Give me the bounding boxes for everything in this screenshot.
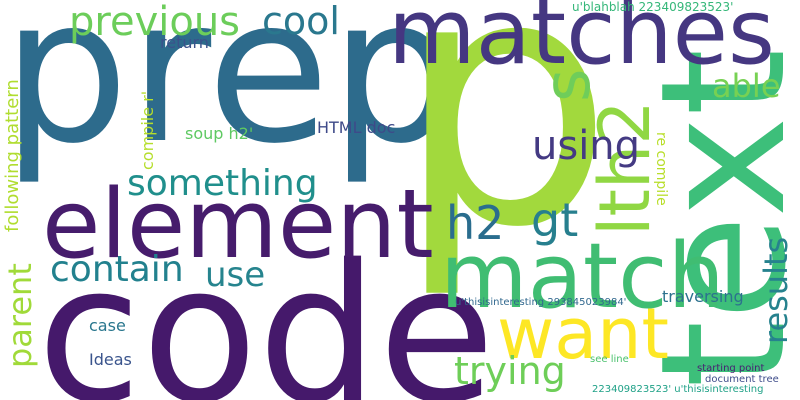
word-contain: contain bbox=[50, 249, 184, 290]
word-h2: h2 bbox=[446, 196, 505, 250]
word-previous: previous bbox=[69, 0, 241, 45]
word-html-doc: HTML doc bbox=[317, 118, 396, 137]
word-results: results bbox=[757, 236, 795, 344]
word-cool: cool bbox=[262, 0, 340, 43]
word-compile-r: compile r' bbox=[138, 90, 157, 170]
word-see-line: see line bbox=[590, 354, 629, 365]
word-traversing: traversing bbox=[662, 287, 744, 306]
word-something: something bbox=[127, 163, 318, 204]
word-able: able bbox=[712, 67, 781, 105]
word-want: want bbox=[497, 293, 669, 375]
word-thisisinteresting-1: u'thisisinteresting 293845023984' bbox=[455, 297, 627, 308]
word-trying: trying bbox=[454, 349, 566, 393]
word-element: element bbox=[42, 170, 434, 280]
word-soup-h2: soup h2' bbox=[185, 124, 254, 143]
word-blahblah: u'blahblah 223409823523' bbox=[572, 0, 734, 14]
word-following-pattern: following pattern bbox=[2, 79, 23, 232]
word-using: using bbox=[532, 123, 641, 169]
word-return: return bbox=[160, 33, 209, 52]
word-case: case bbox=[89, 316, 126, 335]
word-gt: gt bbox=[531, 193, 579, 247]
word-matches: matches bbox=[388, 0, 775, 85]
word-parent: parent bbox=[1, 263, 39, 368]
word-re-compile: re compile bbox=[653, 132, 669, 206]
word-starting-point: starting point bbox=[697, 363, 765, 374]
word-p: p bbox=[395, 0, 614, 303]
word-ideas: Ideas bbox=[89, 350, 132, 369]
word-prep: prep bbox=[2, 0, 457, 188]
word-s: s bbox=[531, 68, 605, 102]
word-match: match bbox=[440, 224, 725, 329]
word-thisisinteresting-2: 223409823523' u'thisisinteresting bbox=[592, 384, 764, 395]
word-code: code bbox=[37, 224, 496, 400]
word-document-tree: document tree bbox=[705, 374, 779, 385]
word-use: use bbox=[205, 255, 266, 295]
